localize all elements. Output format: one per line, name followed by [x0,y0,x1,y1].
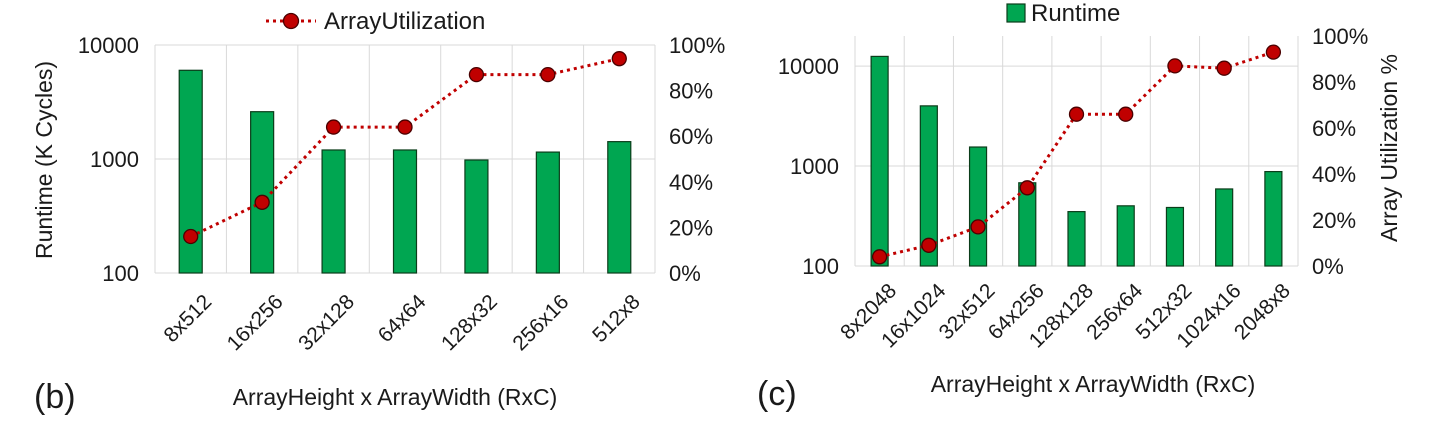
chart-b: 100 1000 10000 0% 20% 40% 60% 80% 100% 8x512 16x… [31,8,725,416]
chart-c-y2-tick-label: 60% [1312,116,1356,141]
chart-b-y2-tick-label: 80% [669,79,713,104]
chart-b-x-tick-label: 16x256 [223,290,288,355]
chart-c-utilization-point [1019,180,1035,196]
chart-b-utilization-point [540,66,556,83]
chart-b-x-tick-label: 64x64 [374,290,431,347]
chart-c-legend: Runtime [1006,0,1120,27]
chart-b-y-tick-label: 10000 [78,33,139,58]
chart-b-panel-label: (b) [34,378,76,416]
chart-c-y-ticks: 100 1000 10000 [778,54,839,279]
chart-b-y-axis-title: Runtime (K Cycles) [31,61,57,259]
chart-c-bar [919,105,938,267]
chart-c-utilization-series [871,44,1282,265]
chart-b-bar [535,151,560,274]
chart-c-legend-swatch [1006,3,1026,23]
chart-c-utilization-point [970,219,986,235]
chart-b-y2-tick-label: 20% [669,215,713,240]
chart-c: 100 1000 10000 0% 20% 40% 60% 80% 100% 8x204816… [757,0,1402,413]
chart-b-x-tick-label: 256x16 [508,290,573,355]
chart-c-y-tick-label: 10000 [778,54,839,79]
chart-b-x-tick-label: 8x512 [160,290,217,347]
chart-b-y2-tick-label: 60% [669,124,713,149]
chart-b-bar [321,149,346,274]
chart-b-legend-dot-swatch [282,12,300,30]
chart-c-panel-label: (c) [757,375,797,413]
chart-b-utilization-series [183,51,627,245]
chart-b-bar [607,141,632,274]
chart-b-bars [178,69,632,274]
chart-c-bar [870,55,889,267]
chart-c-bar [968,146,988,267]
chart-c-utilization-point [871,249,888,265]
chart-b-utilization-point [397,119,413,135]
chart-c-utilization-point [1265,44,1282,60]
chart-b-legend-label: ArrayUtilization [324,8,485,35]
chart-b-bar [250,111,275,274]
chart-c-utilization-point [1216,60,1232,76]
chart-c-y-tick-label: 1000 [790,154,839,179]
chart-c-y-tick-label: 100 [802,254,839,279]
chart-b-bar [178,69,203,274]
chart-b-x-tick-label: 128x32 [437,290,502,355]
chart-b-x-axis-title: ArrayHeight x ArrayWidth (RxC) [233,384,558,410]
chart-c-bar [1165,206,1185,267]
chart-b-utilization-point [468,66,485,83]
chart-c-utilization-point [1167,58,1183,74]
chart-b-x-ticks: 8x512 16x256 32x128 64x64 128x32 256x16 512x8 [160,290,645,355]
chart-b-y2-tick-label: 100% [669,33,725,58]
chart-b-y-ticks: 100 1000 10000 [78,33,139,286]
chart-b-y-tick-label: 1000 [90,147,139,172]
chart-c-bar [1067,211,1086,267]
chart-b-y2-ticks: 0% 20% 40% 60% 80% 100% [669,33,725,286]
chart-b-utilization-point [183,228,199,245]
chart-c-bars [870,55,1283,267]
chart-c-y2-tick-label: 20% [1312,208,1356,233]
chart-b-y-tick-label: 100 [102,261,139,286]
chart-b-x-tick-label: 512x8 [588,290,645,347]
chart-c-x-ticks: 8x204816x102432x51264x256128x128256x6451… [836,279,1295,352]
chart-c-bar [1116,205,1135,267]
chart-b-y2-tick-label: 0% [669,261,701,286]
chart-b-bar [392,149,418,274]
chart-c-legend-label: Runtime [1031,0,1120,27]
chart-b-x-tick-label: 32x128 [294,290,359,355]
chart-b-utilization-point [254,194,270,210]
chart-c-bar [1264,170,1283,267]
chart-c-y2-tick-label: 80% [1312,70,1356,95]
chart-c-x-axis-title: ArrayHeight x ArrayWidth (RxC) [931,371,1256,397]
chart-c-x-tick-label: 2048x8 [1230,279,1295,344]
chart-c-utilization-point [1118,106,1134,122]
chart-b-bar [464,159,489,274]
chart-c-y2-axis-title: Array Utilization % [1376,54,1402,242]
chart-b-utilization-point [325,119,342,135]
chart-c-y2-ticks: 0% 20% 40% 60% 80% 100% [1312,24,1368,279]
chart-b-y2-tick-label: 40% [669,170,713,195]
chart-c-y2-tick-label: 100% [1312,24,1368,49]
chart-c-y2-tick-label: 40% [1312,162,1356,187]
chart-b-utilization-point [611,51,627,67]
chart-c-bar [1215,188,1234,267]
chart-b-gridlines [154,44,656,274]
chart-c-utilization-point [921,237,937,253]
chart-c-y2-tick-label: 0% [1312,254,1344,279]
chart-c-utilization-point [1068,106,1085,122]
chart-b-legend: ArrayUtilization [266,8,485,35]
